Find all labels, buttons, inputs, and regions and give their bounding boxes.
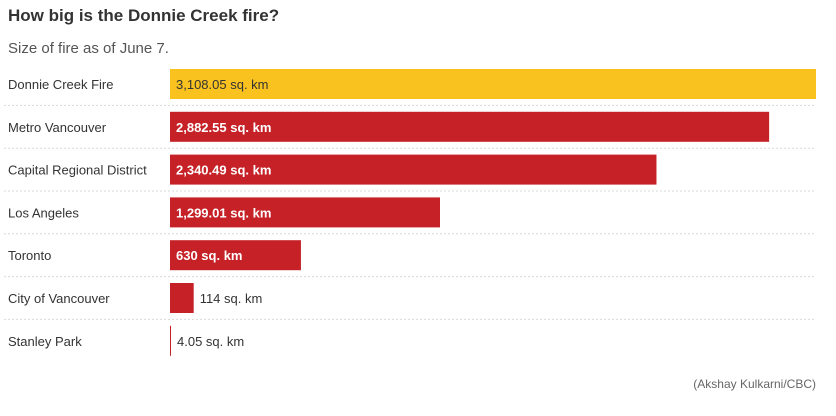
bar <box>170 283 194 313</box>
data-label: 3,108.05 sq. km <box>176 77 269 92</box>
bar <box>170 197 440 228</box>
category-label: Metro Vancouver <box>8 120 107 135</box>
category-label: Capital Regional District <box>8 163 147 178</box>
data-label: 630 sq. km <box>176 248 243 263</box>
bar <box>170 240 301 271</box>
data-label: 1,299.01 sq. km <box>176 205 271 220</box>
category-label: Toronto <box>8 248 51 263</box>
data-label: 2,340.49 sq. km <box>176 163 271 178</box>
category-label: Los Angeles <box>8 205 79 220</box>
chart-title: How big is the Donnie Creek fire? <box>8 6 280 25</box>
bar <box>170 111 770 142</box>
credit-text: (Akshay Kulkarni/CBC) <box>693 377 816 391</box>
category-label: City of Vancouver <box>8 291 110 306</box>
data-label: 4.05 sq. km <box>177 334 244 349</box>
category-label: Stanley Park <box>8 334 82 349</box>
data-label: 2,882.55 sq. km <box>176 120 271 135</box>
bar <box>170 154 657 185</box>
bar-highlight <box>170 69 816 99</box>
data-label: 114 sq. km <box>200 291 263 306</box>
chart-subtitle: Size of fire as of June 7. <box>8 40 169 57</box>
category-label: Donnie Creek Fire <box>8 77 114 92</box>
bar <box>170 325 171 356</box>
